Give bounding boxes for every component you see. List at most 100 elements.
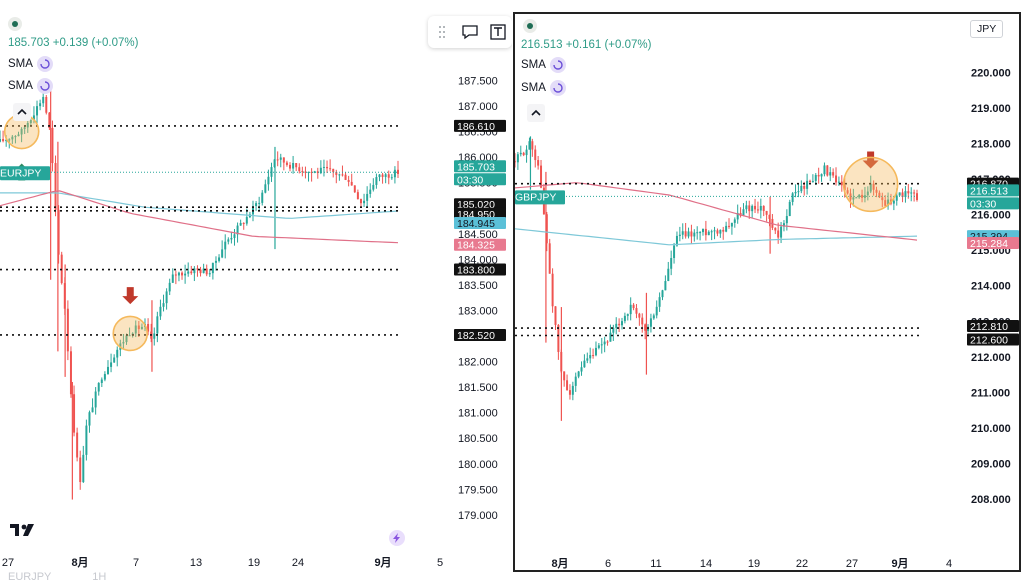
candle-down bbox=[754, 205, 757, 210]
candle-up bbox=[782, 223, 785, 227]
price-label-box bbox=[454, 198, 506, 211]
candle-down bbox=[190, 271, 193, 274]
tradingview-logo[interactable] bbox=[10, 522, 38, 542]
candle-up bbox=[806, 180, 809, 189]
candle-down bbox=[332, 168, 335, 173]
lightning-icon[interactable] bbox=[389, 530, 405, 546]
sma-indicator-2[interactable]: SMA bbox=[8, 78, 53, 94]
candle-up bbox=[322, 166, 325, 168]
candle-up bbox=[162, 303, 165, 307]
market-status-icon bbox=[8, 17, 22, 31]
candle-up bbox=[366, 193, 369, 201]
candle-down bbox=[329, 168, 332, 170]
candle-down bbox=[548, 243, 551, 274]
gbpjpy-header-values: 216.513 +0.161 (+0.07%) bbox=[521, 39, 652, 51]
sma-indicator-2[interactable]: SMA bbox=[521, 80, 566, 96]
candle-down bbox=[397, 169, 399, 174]
candle-down bbox=[310, 171, 313, 173]
time-tick-label: 8月 bbox=[71, 556, 88, 569]
sma-fast-line bbox=[0, 192, 399, 219]
price-label-text: GBPJPY bbox=[515, 191, 556, 203]
time-tick-label: 13 bbox=[190, 557, 202, 569]
candle-down bbox=[774, 227, 777, 231]
candle-up bbox=[693, 232, 696, 237]
candle-up bbox=[236, 225, 239, 235]
candle-up bbox=[153, 333, 156, 339]
candle-up bbox=[733, 219, 736, 223]
candle-up bbox=[696, 232, 699, 234]
currency-selector[interactable]: JPY bbox=[970, 20, 1004, 38]
candle-up bbox=[814, 174, 817, 181]
highlight-circle bbox=[112, 315, 149, 352]
time-tick-label: 24 bbox=[292, 557, 304, 569]
candle-down bbox=[242, 222, 245, 224]
candle-up bbox=[580, 367, 583, 372]
candle-up bbox=[267, 176, 270, 185]
candle-down bbox=[843, 185, 846, 191]
candle-up bbox=[612, 327, 615, 333]
price-label-box bbox=[967, 333, 1019, 346]
gbpjpy-chart-panel[interactable]: 220.000219.000218.000217.000216.000215.0… bbox=[513, 12, 1021, 572]
candle-down bbox=[684, 231, 687, 237]
sma-indicator-1[interactable]: SMA bbox=[8, 56, 53, 72]
price-tick-label: 183.000 bbox=[458, 305, 498, 317]
price-label-text: 183.800 bbox=[457, 265, 495, 277]
candle-down bbox=[79, 457, 82, 483]
price-tick-label: 180.500 bbox=[458, 433, 498, 445]
sma-label: SMA bbox=[521, 59, 546, 71]
candle-down bbox=[563, 371, 566, 381]
candle-down bbox=[350, 181, 353, 186]
comment-icon[interactable] bbox=[459, 21, 481, 43]
candle-down bbox=[557, 324, 560, 352]
candle-down bbox=[344, 174, 347, 180]
chevron-up-icon bbox=[17, 108, 27, 115]
candle-up bbox=[675, 235, 678, 246]
candle-up bbox=[128, 335, 131, 337]
candle-down bbox=[901, 192, 904, 198]
text-tool-icon[interactable] bbox=[487, 21, 509, 43]
drag-handle-icon[interactable] bbox=[431, 21, 453, 43]
candle-up bbox=[165, 291, 168, 304]
candle-up bbox=[904, 191, 907, 198]
collapse-legend-button[interactable] bbox=[13, 103, 31, 121]
gbpjpy-chart[interactable]: 220.000219.000218.000217.000216.000215.0… bbox=[515, 14, 1019, 570]
candle-down bbox=[181, 272, 184, 276]
time-tick-label: 8月 bbox=[551, 557, 568, 570]
sma-label: SMA bbox=[8, 80, 33, 92]
candle-up bbox=[94, 391, 97, 408]
candle-up bbox=[91, 407, 94, 413]
candle-up bbox=[264, 184, 267, 193]
sma-indicator-1[interactable]: SMA bbox=[521, 57, 566, 73]
candle-up bbox=[11, 136, 14, 140]
price-label-box bbox=[454, 263, 506, 276]
candle-up bbox=[751, 205, 754, 212]
candle-down bbox=[704, 228, 707, 236]
time-tick-label: 27 bbox=[846, 558, 858, 570]
candle-up bbox=[519, 152, 522, 155]
candle-up bbox=[649, 318, 652, 327]
candle-up bbox=[307, 171, 310, 173]
eurjpy-chart-panel[interactable]: 187.500187.000186.500186.000185.500185.0… bbox=[0, 0, 512, 587]
candle-down bbox=[137, 325, 140, 330]
highlight-circle bbox=[842, 156, 899, 213]
candle-up bbox=[687, 231, 690, 237]
candle-up bbox=[745, 205, 748, 210]
candle-up bbox=[869, 183, 872, 192]
time-tick-label: 27 bbox=[2, 557, 14, 569]
arrow-down-icon bbox=[862, 151, 879, 169]
price-tick-label: 208.000 bbox=[971, 494, 1011, 506]
candle-down bbox=[387, 174, 390, 178]
price-label-box bbox=[515, 190, 565, 205]
loading-icon bbox=[36, 56, 53, 72]
candle-up bbox=[670, 258, 673, 269]
candle-down bbox=[635, 308, 638, 314]
candle-down bbox=[568, 390, 571, 395]
candle-down bbox=[840, 181, 843, 186]
candle-up bbox=[594, 347, 597, 356]
candle-up bbox=[171, 274, 174, 283]
candle-down bbox=[690, 231, 693, 237]
candle-up bbox=[887, 199, 890, 206]
candle-up bbox=[245, 217, 248, 224]
eurjpy-chart[interactable]: 187.500187.000186.500186.000185.500185.0… bbox=[0, 0, 512, 587]
collapse-legend-button[interactable] bbox=[527, 104, 545, 122]
